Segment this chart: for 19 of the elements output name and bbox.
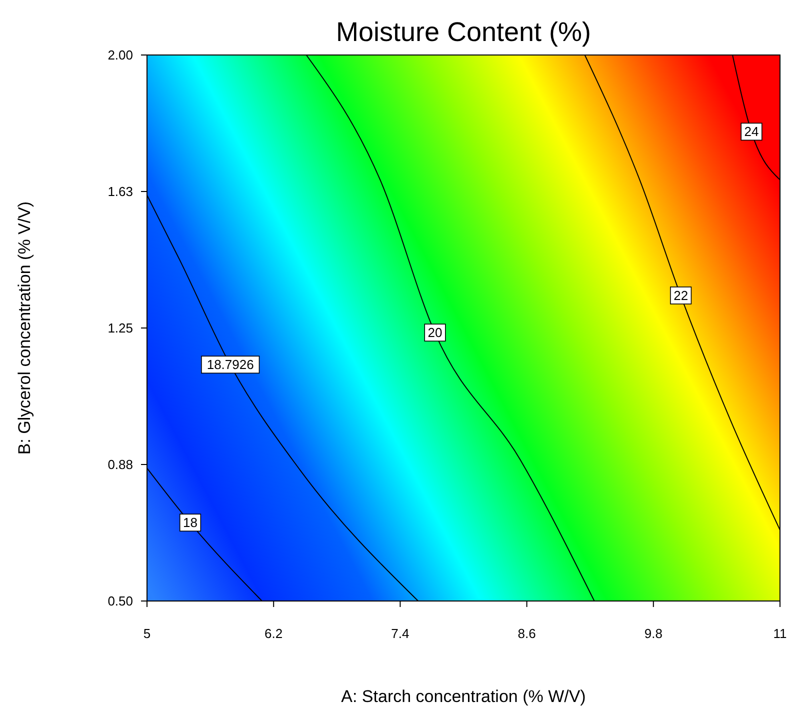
y-tick-label: 2.00	[108, 48, 133, 62]
x-tick-label: 7.4	[391, 626, 410, 641]
x-tick-label: 11	[773, 626, 787, 641]
x-tick-label: 6.2	[264, 626, 283, 641]
y-tick-label: 0.50	[108, 594, 133, 608]
x-axis-title: A: Starch concentration (% W/V)	[341, 687, 586, 706]
y-tick-label: 0.88	[108, 457, 133, 472]
series-label: 24	[744, 124, 759, 140]
x-tick-label: 9.8	[644, 626, 662, 641]
y-tick-label: 1.25	[108, 320, 133, 336]
y-tick-label: 1.63	[108, 184, 133, 199]
series-label: 18	[183, 515, 198, 530]
series-label: 20	[428, 325, 442, 340]
y-axis-title: B: Glycerol concentration (% V/V)	[15, 201, 34, 455]
x-tick-label: 5	[143, 626, 151, 641]
chart-title: Moisture Content (%)	[336, 17, 592, 47]
series-label: 22	[674, 288, 688, 303]
series-label: 18.7926	[206, 357, 254, 372]
x-tick-label: 8.6	[518, 626, 536, 641]
